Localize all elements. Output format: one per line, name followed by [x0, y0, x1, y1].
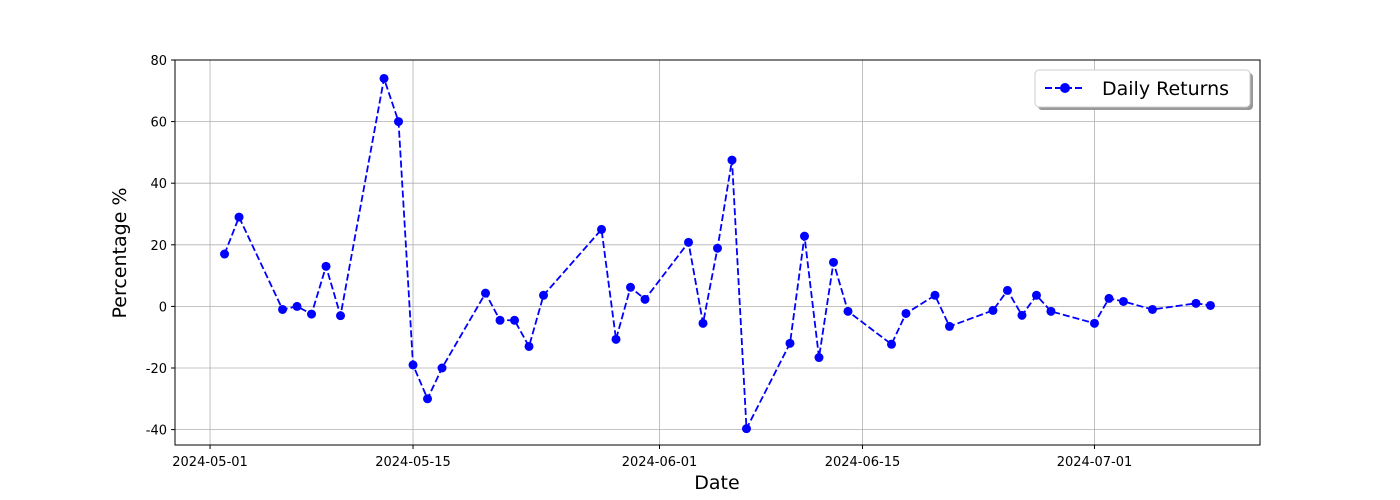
data-point [1089, 318, 1099, 328]
data-point [423, 394, 433, 404]
data-point [379, 73, 389, 83]
data-point [437, 363, 447, 373]
legend: Daily Returns [1034, 69, 1253, 110]
x-tick-label: 2024-06-01 [622, 455, 698, 470]
data-point [640, 294, 650, 304]
data-point [292, 301, 302, 311]
data-point [843, 306, 853, 316]
data-point [220, 249, 230, 259]
data-point [307, 309, 317, 319]
y-tick-label: 80 [150, 54, 167, 69]
data-point [944, 321, 954, 331]
data-point [626, 282, 636, 292]
data-point [713, 243, 722, 253]
data-point [1017, 310, 1027, 320]
data-point [481, 288, 491, 298]
y-tick-label: 60 [150, 116, 167, 131]
y-tick-label: 40 [150, 177, 167, 192]
y-tick-label: -20 [146, 362, 167, 377]
data-point [597, 224, 607, 234]
data-point [684, 237, 694, 247]
data-point [234, 212, 244, 222]
y-tick-label: -40 [146, 424, 167, 439]
series-layer [220, 73, 1215, 434]
data-point [930, 290, 940, 300]
series-line [223, 74, 1211, 433]
data-point [495, 315, 505, 325]
x-axis-label: Date [694, 472, 739, 494]
data-point [321, 261, 331, 271]
data-point [1002, 285, 1012, 295]
data-point [799, 231, 809, 241]
data-point [698, 318, 708, 328]
data-point [336, 311, 346, 321]
data-point [901, 308, 911, 318]
data-point [1147, 304, 1157, 314]
data-point [1191, 298, 1201, 308]
data-point [524, 341, 534, 351]
legend-marker [1060, 83, 1070, 93]
data-point [408, 360, 418, 370]
data-point [1031, 290, 1041, 300]
data-point [1118, 296, 1128, 306]
data-point [988, 305, 998, 315]
data-point [886, 339, 896, 349]
legend-box [1034, 69, 1251, 108]
data-point [741, 424, 751, 434]
y-tick-label: 20 [150, 239, 167, 254]
data-point [611, 334, 621, 344]
data-point [828, 257, 838, 267]
data-point [510, 315, 520, 325]
y-axis-label: Percentage % [109, 188, 131, 319]
data-point [394, 117, 404, 127]
data-point [1046, 306, 1056, 316]
x-tick-label: 2024-05-01 [172, 455, 248, 470]
data-point [278, 304, 288, 314]
data-point [814, 353, 824, 363]
data-point [727, 155, 737, 165]
x-tick-label: 2024-07-01 [1057, 455, 1133, 470]
data-point [1205, 300, 1215, 310]
data-point [1104, 293, 1114, 303]
plot-frame [174, 59, 1261, 446]
ticks: -40 -20 0 20 40 60 80 2024-05-01 2024-05-15 2024-… [146, 54, 1132, 470]
data-point [785, 338, 795, 348]
y-tick-label: 0 [159, 300, 167, 315]
legend-label: Daily Returns [1102, 78, 1229, 100]
data-point [539, 290, 549, 300]
x-tick-label: 2024-05-15 [375, 455, 451, 470]
x-tick-label: 2024-06-15 [825, 455, 901, 470]
